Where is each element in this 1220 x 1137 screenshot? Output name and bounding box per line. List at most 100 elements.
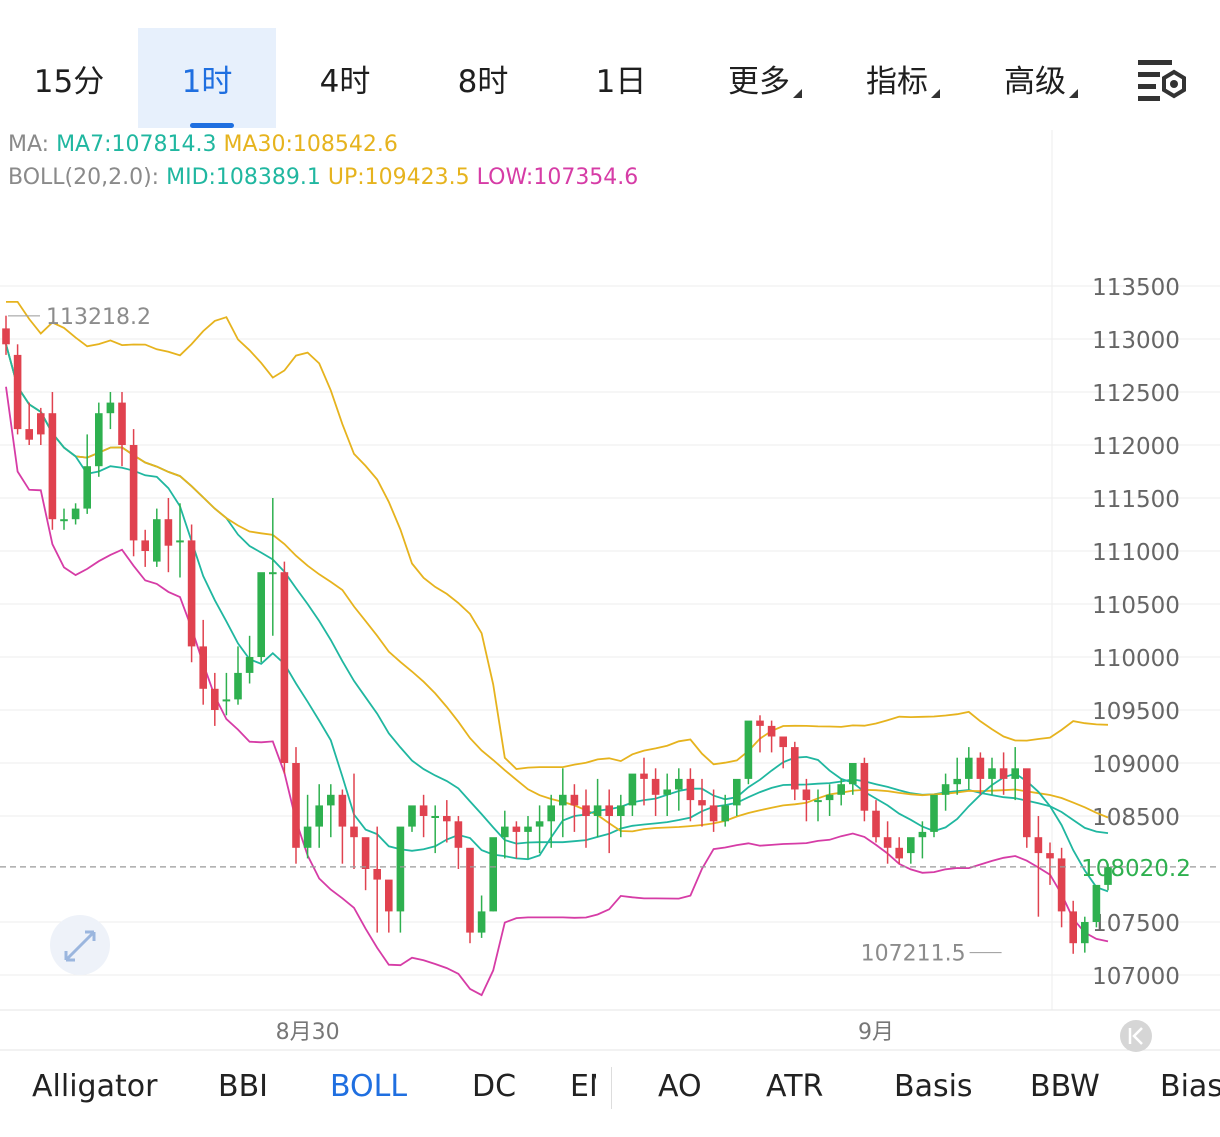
indicator-ao[interactable]: AO (658, 1069, 702, 1104)
candle-body (141, 540, 149, 551)
candle-body (930, 794, 938, 832)
candle-body (501, 826, 509, 838)
tab-6[interactable]: 指标 (828, 28, 966, 128)
candle-body (651, 778, 660, 795)
scroll-to-latest-button[interactable] (1120, 1020, 1152, 1052)
chart-settings-button[interactable] (1134, 56, 1190, 104)
boll-lower-line (5, 386, 1109, 997)
candle-body (1046, 853, 1054, 859)
boll-legend: BOLL(20,2.0): MID:108389.1 UP:109423.5 L… (8, 165, 638, 190)
candle-body (489, 837, 497, 912)
candle-body (1081, 922, 1089, 944)
candle-body (361, 837, 370, 869)
tab-4[interactable]: 1日 (552, 28, 690, 128)
candle-body (350, 826, 358, 838)
tab-1[interactable]: 1时 (138, 28, 276, 128)
x-tick-label: 9月 (858, 1020, 894, 1045)
dropdown-corner-icon (931, 89, 940, 98)
tab-label: 8时 (457, 63, 509, 100)
current-price-label: 108020.2 (1081, 856, 1191, 882)
candle-body (941, 784, 950, 795)
tab-label: 高级 (1004, 63, 1066, 100)
indicator-basis[interactable]: Basis (894, 1069, 973, 1104)
candle-body (338, 794, 347, 827)
ma7-value: MA7:107814.3 (56, 132, 217, 157)
indicator-dc[interactable]: DC (472, 1069, 517, 1104)
candle-body (675, 778, 683, 790)
candle-body (860, 763, 869, 811)
dropdown-corner-icon (1069, 89, 1078, 98)
y-tick-label: 111500 (1092, 487, 1180, 513)
y-tick-label: 107000 (1092, 964, 1180, 990)
indicator-ema[interactable]: EMA (570, 1069, 596, 1104)
candle-body (1092, 884, 1101, 922)
indicator-bbw[interactable]: BBW (1030, 1069, 1100, 1104)
candle-body (767, 725, 776, 737)
candle-body (187, 540, 196, 647)
expand-arrows-icon (64, 930, 96, 962)
candle-body (559, 794, 567, 806)
candle-body (814, 800, 822, 803)
candle-body (849, 763, 857, 785)
candle-body (1104, 866, 1112, 885)
candle-body (686, 778, 695, 801)
tab-2[interactable]: 4时 (276, 28, 414, 128)
candle-body (547, 805, 555, 822)
candle-body (477, 911, 486, 933)
tab-label: 1日 (595, 63, 647, 100)
indicator-atr[interactable]: ATR (766, 1069, 824, 1104)
ma7-line (5, 344, 1109, 893)
candle-body (118, 402, 126, 445)
candle-body (48, 413, 57, 520)
candle-body (721, 805, 729, 822)
candle-body (303, 826, 312, 848)
candle-body (907, 837, 915, 854)
candle-body (327, 794, 335, 806)
candle-body (466, 847, 474, 933)
dropdown-corner-icon (793, 89, 802, 98)
candle-body (582, 805, 590, 816)
candle-body (895, 847, 903, 859)
candle-body (965, 757, 973, 779)
tab-3[interactable]: 8时 (414, 28, 552, 128)
indicator-alligator[interactable]: Alligator (32, 1069, 158, 1104)
candle-body (1057, 858, 1066, 912)
candle-body (164, 519, 173, 546)
ma-prefix: MA: (8, 132, 50, 157)
scroll-to-latest-icon (1128, 1027, 1143, 1045)
candle-body (2, 328, 10, 345)
chart-settings-icon (1138, 60, 1186, 101)
candle-body (802, 789, 811, 801)
boll-low-value: LOW:107354.6 (476, 165, 639, 190)
candle-body (709, 805, 718, 822)
candle-body (976, 757, 985, 779)
candlestick-chart[interactable]: 113500 113000 112500 112000 111500 111000 1105… (0, 130, 1220, 1055)
active-tab-underline (190, 123, 234, 128)
indicator-boll[interactable]: BOLL (330, 1069, 408, 1104)
indicator-bbi[interactable]: BBI (218, 1069, 269, 1104)
candle-body (153, 519, 161, 562)
candle-body (222, 699, 231, 702)
tab-7[interactable]: 高级 (966, 28, 1104, 128)
tab-5[interactable]: 更多 (690, 28, 828, 128)
y-tick-label: 112000 (1092, 434, 1180, 460)
candle-body (106, 402, 115, 414)
tab-0[interactable]: 15分 (0, 28, 138, 128)
tab-label: 4时 (319, 63, 371, 100)
candle-body (1023, 768, 1031, 838)
indicator-bias[interactable]: Bias (1160, 1069, 1220, 1104)
candle-body (454, 821, 463, 848)
candle-body (443, 816, 451, 822)
y-tick-label: 107500 (1092, 911, 1180, 937)
candle-body (733, 778, 741, 806)
y-tick-label: 111000 (1092, 540, 1180, 566)
candle-body (234, 672, 242, 700)
candle-body (837, 784, 845, 795)
tab-label: 更多 (728, 63, 790, 100)
candle-body (129, 445, 138, 541)
candle-body (663, 789, 671, 795)
candle-body (698, 800, 706, 806)
candle-body (71, 508, 80, 520)
ma30-value: MA30:108542.6 (223, 132, 398, 157)
candle-body (1034, 837, 1043, 854)
